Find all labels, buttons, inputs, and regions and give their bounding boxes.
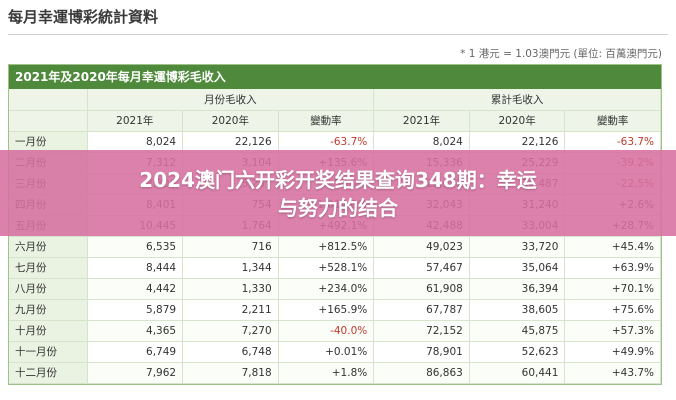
value-cell: 6,749 (87, 341, 184, 363)
value-cell: +528.1% (278, 257, 375, 279)
value-cell: 49,023 (373, 236, 470, 258)
value-cell: +49.9% (564, 341, 661, 363)
value-cell: 5,879 (87, 299, 184, 321)
value-cell: +1.8% (278, 362, 375, 384)
column-header: 2020年 (469, 110, 566, 132)
cumulative-revenue-header: 累計毛收入 (373, 89, 661, 111)
value-cell: 38,605 (469, 299, 566, 321)
value-cell: 22,126 (469, 131, 566, 153)
month-cell: 十月份 (9, 320, 88, 342)
month-cell: 十一月份 (9, 341, 88, 363)
month-cell: 七月份 (9, 257, 88, 279)
value-cell: 7,962 (87, 362, 184, 384)
value-cell: 8,024 (373, 131, 470, 153)
table-row: 十二月份 7,962 7,818 +1.8% 86,863 60,441 +43.7% (9, 362, 661, 384)
value-cell: 35,064 (469, 257, 566, 279)
value-cell: 61,908 (373, 278, 470, 300)
value-cell: -40.0% (278, 320, 375, 342)
value-cell: +0.01% (278, 341, 375, 363)
column-header: 2020年 (182, 110, 279, 132)
table-row: 八月份 4,442 1,330 +234.0% 61,908 36,394 +70.1% (9, 278, 661, 300)
value-cell: 7,818 (182, 362, 279, 384)
value-cell: +234.0% (278, 278, 375, 300)
value-cell: 6,535 (87, 236, 184, 258)
promo-line-1: 2024澳门六开彩开奖结果查询348期：幸运 (139, 168, 537, 192)
month-cell: 十二月份 (9, 362, 88, 384)
revenue-table: 月份毛收入 累計毛收入 2021年 2020年 變動率 2021年 2020年 … (9, 89, 661, 384)
value-cell: 1,330 (182, 278, 279, 300)
value-cell: 2,211 (182, 299, 279, 321)
corner-cell (9, 89, 88, 111)
value-cell: 36,394 (469, 278, 566, 300)
month-cell: 一月份 (9, 131, 88, 153)
table-row: 十月份 4,365 7,270 -40.0% 72,152 45,875 +57.3% (9, 320, 661, 342)
column-header: 2021年 (87, 110, 184, 132)
month-cell: 六月份 (9, 236, 88, 258)
value-cell: +70.1% (564, 278, 661, 300)
value-cell: 8,024 (87, 131, 184, 153)
value-cell: 33,720 (469, 236, 566, 258)
value-cell: 4,442 (87, 278, 184, 300)
value-cell: 4,365 (87, 320, 184, 342)
promo-line-2: 与努力的结合 (278, 196, 398, 220)
table-row: 一月份 8,024 22,126 -63.7% 8,024 22,126 -63.7% (9, 131, 661, 153)
month-cell: 八月份 (9, 278, 88, 300)
value-cell: 1,344 (182, 257, 279, 279)
title-divider (8, 34, 668, 35)
value-cell: +45.4% (564, 236, 661, 258)
group-header-row: 月份毛收入 累計毛收入 (9, 89, 661, 111)
value-cell: +43.7% (564, 362, 661, 384)
monthly-revenue-header: 月份毛收入 (87, 89, 375, 111)
value-cell: 52,623 (469, 341, 566, 363)
table-row: 九月份 5,879 2,211 +165.9% 67,787 38,605 +75.6% (9, 299, 661, 321)
table-row: 六月份 6,535 716 +812.5% 49,023 33,720 +45.4% (9, 236, 661, 258)
value-cell: 67,787 (373, 299, 470, 321)
value-cell: 72,152 (373, 320, 470, 342)
value-cell: 57,467 (373, 257, 470, 279)
column-header: 2021年 (373, 110, 470, 132)
value-cell: 86,863 (373, 362, 470, 384)
value-cell: 60,441 (469, 362, 566, 384)
column-header: 變動率 (278, 110, 375, 132)
value-cell: -63.7% (278, 131, 375, 153)
value-cell: -63.7% (564, 131, 661, 153)
value-cell: 716 (182, 236, 279, 258)
value-cell: 45,875 (469, 320, 566, 342)
month-cell: 九月份 (9, 299, 88, 321)
column-header: 變動率 (564, 110, 661, 132)
value-cell: 78,901 (373, 341, 470, 363)
column-header-row: 2021年 2020年 變動率 2021年 2020年 變動率 (9, 110, 661, 132)
value-cell: +57.3% (564, 320, 661, 342)
value-cell: 22,126 (182, 131, 279, 153)
value-cell: 8,444 (87, 257, 184, 279)
value-cell: +812.5% (278, 236, 375, 258)
promo-banner-text: 2024澳门六开彩开奖结果查询348期：幸运 与努力的结合 (0, 166, 676, 222)
value-cell: 6,748 (182, 341, 279, 363)
value-cell: +165.9% (278, 299, 375, 321)
value-cell: 7,270 (182, 320, 279, 342)
promo-banner (0, 150, 676, 236)
corner-cell (9, 110, 88, 132)
table-row: 十一月份 6,749 6,748 +0.01% 78,901 52,623 +49.9% (9, 341, 661, 363)
page-title: 每月幸運博彩統計資料 (8, 8, 159, 26)
table-row: 七月份 8,444 1,344 +528.1% 57,467 35,064 +63.9% (9, 257, 661, 279)
value-cell: +75.6% (564, 299, 661, 321)
value-cell: +63.9% (564, 257, 661, 279)
table-title: 2021年及2020年每月幸運博彩毛收入 (9, 65, 661, 89)
currency-note: * 1 港元 = 1.03澳門元 (單位: 百萬澳門元) (460, 48, 662, 60)
